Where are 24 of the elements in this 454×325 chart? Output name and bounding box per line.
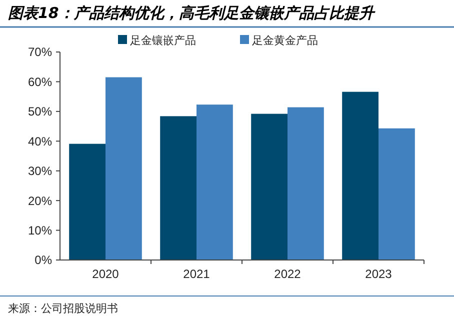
x-tick-label: 2020 bbox=[92, 267, 120, 281]
y-tick-label: 60% bbox=[28, 74, 52, 89]
x-tick-label: 2021 bbox=[183, 267, 210, 281]
bar bbox=[342, 92, 378, 260]
legend-label: 足金黄金产品 bbox=[252, 34, 318, 47]
bar bbox=[196, 104, 233, 260]
y-tick-label: 20% bbox=[28, 194, 52, 208]
bar bbox=[378, 128, 415, 260]
bar bbox=[69, 144, 106, 260]
bar bbox=[160, 116, 196, 260]
y-tick-label: 50% bbox=[28, 104, 52, 119]
y-tick-label: 70% bbox=[28, 45, 52, 60]
chart-title: 图表18：产品结构优化，高毛利足金镶嵌产品占比提升 bbox=[8, 4, 376, 22]
bar bbox=[251, 114, 288, 260]
x-tick-label: 2023 bbox=[365, 267, 392, 281]
y-tick-label: 0% bbox=[34, 253, 52, 268]
bar bbox=[288, 107, 324, 260]
y-tick-label: 10% bbox=[28, 223, 52, 238]
bar bbox=[106, 77, 142, 260]
y-tick-label: 30% bbox=[28, 164, 52, 178]
x-tick-label: 2022 bbox=[274, 267, 302, 281]
legend-label: 足金镶嵌产品 bbox=[130, 34, 196, 47]
source-note: 来源：公司招股说明书 bbox=[8, 302, 118, 315]
y-tick-label: 40% bbox=[28, 134, 52, 148]
